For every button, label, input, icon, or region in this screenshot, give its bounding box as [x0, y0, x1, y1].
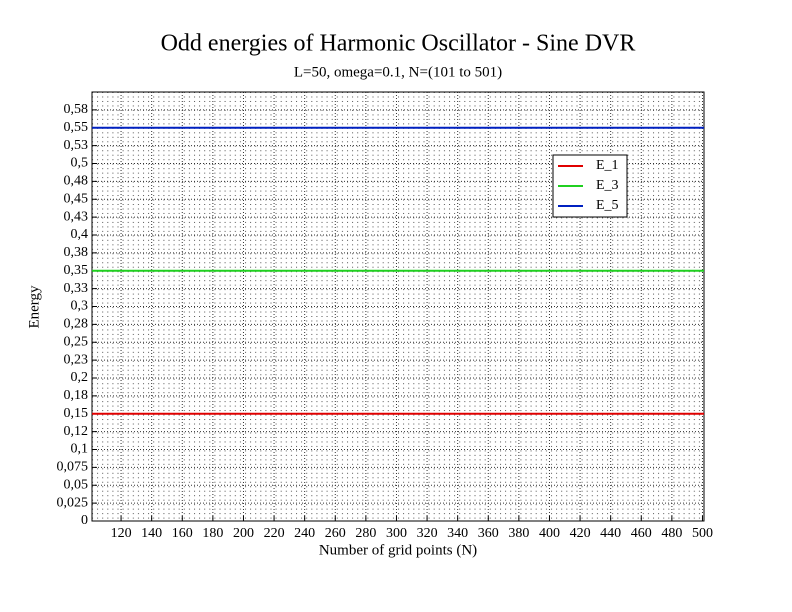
x-axis-label: Number of grid points (N)	[319, 542, 477, 558]
x-tick-label: 460	[631, 526, 652, 541]
x-tick-label: 280	[355, 526, 376, 541]
y-tick-label: 0,55	[64, 120, 89, 135]
x-tick-label: 160	[172, 526, 193, 541]
x-tick-label: 120	[111, 526, 132, 541]
chart-title: Odd energies of Harmonic Oscillator - Si…	[161, 31, 636, 57]
x-tick-label: 140	[141, 526, 162, 541]
y-tick-label: 0,45	[64, 191, 89, 206]
y-tick-label: 0,1	[71, 442, 89, 457]
y-tick-label: 0,38	[64, 245, 89, 260]
x-tick-label: 180	[202, 526, 223, 541]
y-tick-label: 0,43	[64, 209, 89, 224]
x-tick-label: 440	[600, 526, 621, 541]
y-tick-label: 0,025	[57, 495, 89, 510]
x-tick-label: 500	[692, 526, 713, 541]
x-tick-label: 320	[417, 526, 438, 541]
x-tick-label: 200	[233, 526, 254, 541]
y-tick-label: 0,25	[64, 334, 89, 349]
chart-subtitle: L=50, omega=0.1, N=(101 to 501)	[294, 64, 502, 80]
legend-label: E_1	[596, 158, 619, 173]
y-tick-label: 0,28	[64, 317, 89, 332]
x-tick-label: 340	[447, 526, 468, 541]
x-tick-label: 400	[539, 526, 560, 541]
y-tick-label: 0,33	[64, 281, 89, 296]
y-tick-label: 0,2	[71, 370, 89, 385]
y-tick-label: 0,48	[64, 174, 89, 189]
y-tick-label: 0,18	[64, 388, 89, 403]
y-tick-label: 0,12	[64, 424, 89, 439]
y-tick-label: 0,35	[64, 263, 89, 278]
y-tick-label: 0,4	[71, 227, 89, 242]
legend-label: E_3	[596, 178, 619, 193]
y-tick-label: 0,15	[64, 406, 89, 421]
x-tick-label: 220	[264, 526, 285, 541]
x-tick-label: 240	[294, 526, 315, 541]
y-tick-label: 0,05	[64, 477, 89, 492]
y-axis-label: Energy	[26, 285, 42, 329]
x-tick-label: 260	[325, 526, 346, 541]
x-tick-label: 380	[508, 526, 529, 541]
y-tick-label: 0	[81, 513, 88, 528]
y-tick-label: 0,075	[57, 460, 89, 475]
legend-label: E_5	[596, 198, 619, 213]
x-tick-label: 360	[478, 526, 499, 541]
x-tick-label: 420	[570, 526, 591, 541]
x-tick-label: 480	[661, 526, 682, 541]
plot-frame	[91, 91, 705, 522]
y-tick-label: 0,58	[64, 102, 89, 117]
y-tick-label: 0,23	[64, 352, 89, 367]
y-tick-label: 0,5	[71, 156, 89, 171]
y-tick-label: 0,3	[71, 299, 89, 314]
y-tick-label: 0,53	[64, 138, 89, 153]
x-tick-label: 300	[386, 526, 407, 541]
